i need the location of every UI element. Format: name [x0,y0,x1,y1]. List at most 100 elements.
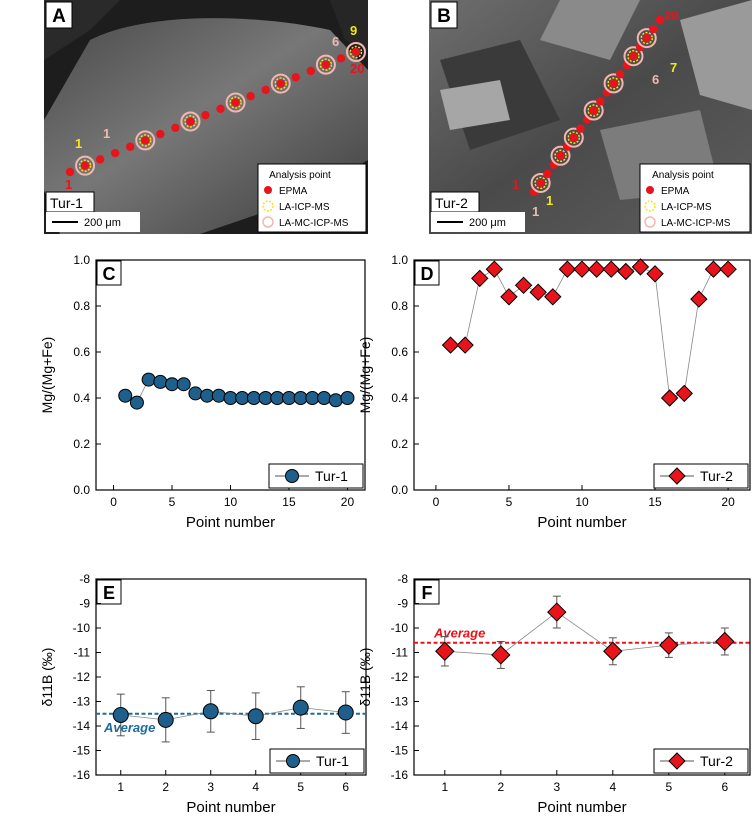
grain [680,0,752,110]
sample-label: Tur-1 [50,195,83,211]
x-tick-label: 15 [282,495,296,509]
data-point [485,260,504,278]
epma-point [596,97,605,106]
y-tick-label: -11 [74,646,91,660]
average-label: Average [433,626,485,641]
epma-point [649,24,658,34]
x-tick-label: 5 [665,780,672,794]
y-tick-label: 1.0 [391,253,408,267]
epma-point [336,54,346,63]
data-point [246,391,261,405]
data-point [573,260,591,278]
data-point [704,260,723,278]
epma-point [171,123,180,132]
laicp-spot [184,115,197,128]
epma-point [291,73,300,82]
data-point [529,283,547,301]
epma-point [186,117,195,126]
analysis-track [529,15,665,197]
data-point [603,641,623,661]
y-tick-label: -11 [392,646,409,660]
epma-point [306,66,316,76]
data-point [660,389,679,407]
legend-item: LA-ICP-MS [661,202,712,213]
x-tick-label: 6 [721,780,728,794]
series-line [450,266,729,399]
legend-item: LA-ICP-MS [279,202,330,213]
y-tick-label: -12 [391,670,409,684]
point-label: 1 [512,177,519,192]
scale-bar-box [46,212,140,232]
analysis-legend: Analysis point EPMA LA-ICP-MS LA-MC-ICP-… [639,163,751,233]
x-tick-label: 15 [648,495,662,509]
x-tick-label: 3 [553,780,560,794]
epma-point [95,155,105,164]
epma-point [276,79,285,88]
epma-point [156,129,165,139]
data-point [659,635,679,655]
data-point [153,374,168,389]
point-label: 1 [103,126,110,141]
legend-item: EPMA [661,186,690,197]
y-tick-label: -10 [391,621,409,635]
legend-laicp-marker [644,200,656,212]
y-tick-label: -15 [73,744,91,758]
epma-point [261,85,270,95]
x-tick-label: 6 [342,780,349,794]
analysis-track [65,42,366,177]
x-tick-label: 4 [252,780,259,794]
x-tick-label: 1 [441,780,448,794]
y-tick-label: 0.0 [391,483,408,497]
data-point [631,258,650,276]
panel-letter: F [422,583,433,603]
y-tick-label: -9 [397,597,408,611]
legend-marker [285,469,299,483]
lamc-spot [270,73,291,94]
x-tick-label: 0 [110,495,117,509]
data-point [258,391,273,405]
epma-point [536,178,545,188]
x-axis-label: Point number [186,799,275,816]
y-tick-label: 0.4 [73,391,90,405]
x-tick-label: 10 [224,495,238,509]
data-point [188,386,203,401]
data-point [202,703,219,720]
legend-label: Tur-1 [316,753,349,769]
chart-panel-e: E 1 2 3 4 5 6 -16 -15 -14 -13 -12 -11 -10 -9 -8 Point nu… [39,572,367,816]
laicp-spot [229,96,242,109]
panel-letter: B [437,6,451,27]
x-tick-label: 1 [117,780,124,794]
epma-point [201,110,210,120]
panel-letter-box [430,1,458,29]
epma-point [589,106,598,115]
x-tick-label: 2 [497,780,504,794]
y-tick-label: 0.6 [391,345,408,359]
y-tick-label: -10 [73,621,91,635]
y-tick-label: -8 [397,572,408,586]
epma-point [231,98,240,107]
legend-item: LA-MC-ICP-MS [661,218,731,229]
data-point [141,372,156,387]
epma-point [609,79,618,88]
lamc-spot [636,28,657,49]
y-tick-label: 0.0 [73,483,90,497]
data-point [317,391,332,405]
x-tick-label: 5 [297,780,304,794]
dark-grain [330,0,368,50]
x-axis-label: Point number [537,514,626,531]
lamc-spot [550,145,571,166]
data-point [715,631,735,652]
epma-point [576,124,585,133]
data-point [129,395,144,410]
legend-epma-marker [264,186,272,194]
legend-marker [668,752,686,770]
legend-item: LA-MC-ICP-MS [279,218,349,229]
epma-point [80,161,90,170]
laicp-spot [587,104,600,117]
laicp-spot [139,134,152,147]
analysis-legend: Analysis point EPMA LA-ICP-MS LA-MC-ICP-… [257,163,367,233]
data-point [305,391,320,405]
lamc-spot [603,73,624,94]
y-tick-label: 0.6 [73,345,90,359]
